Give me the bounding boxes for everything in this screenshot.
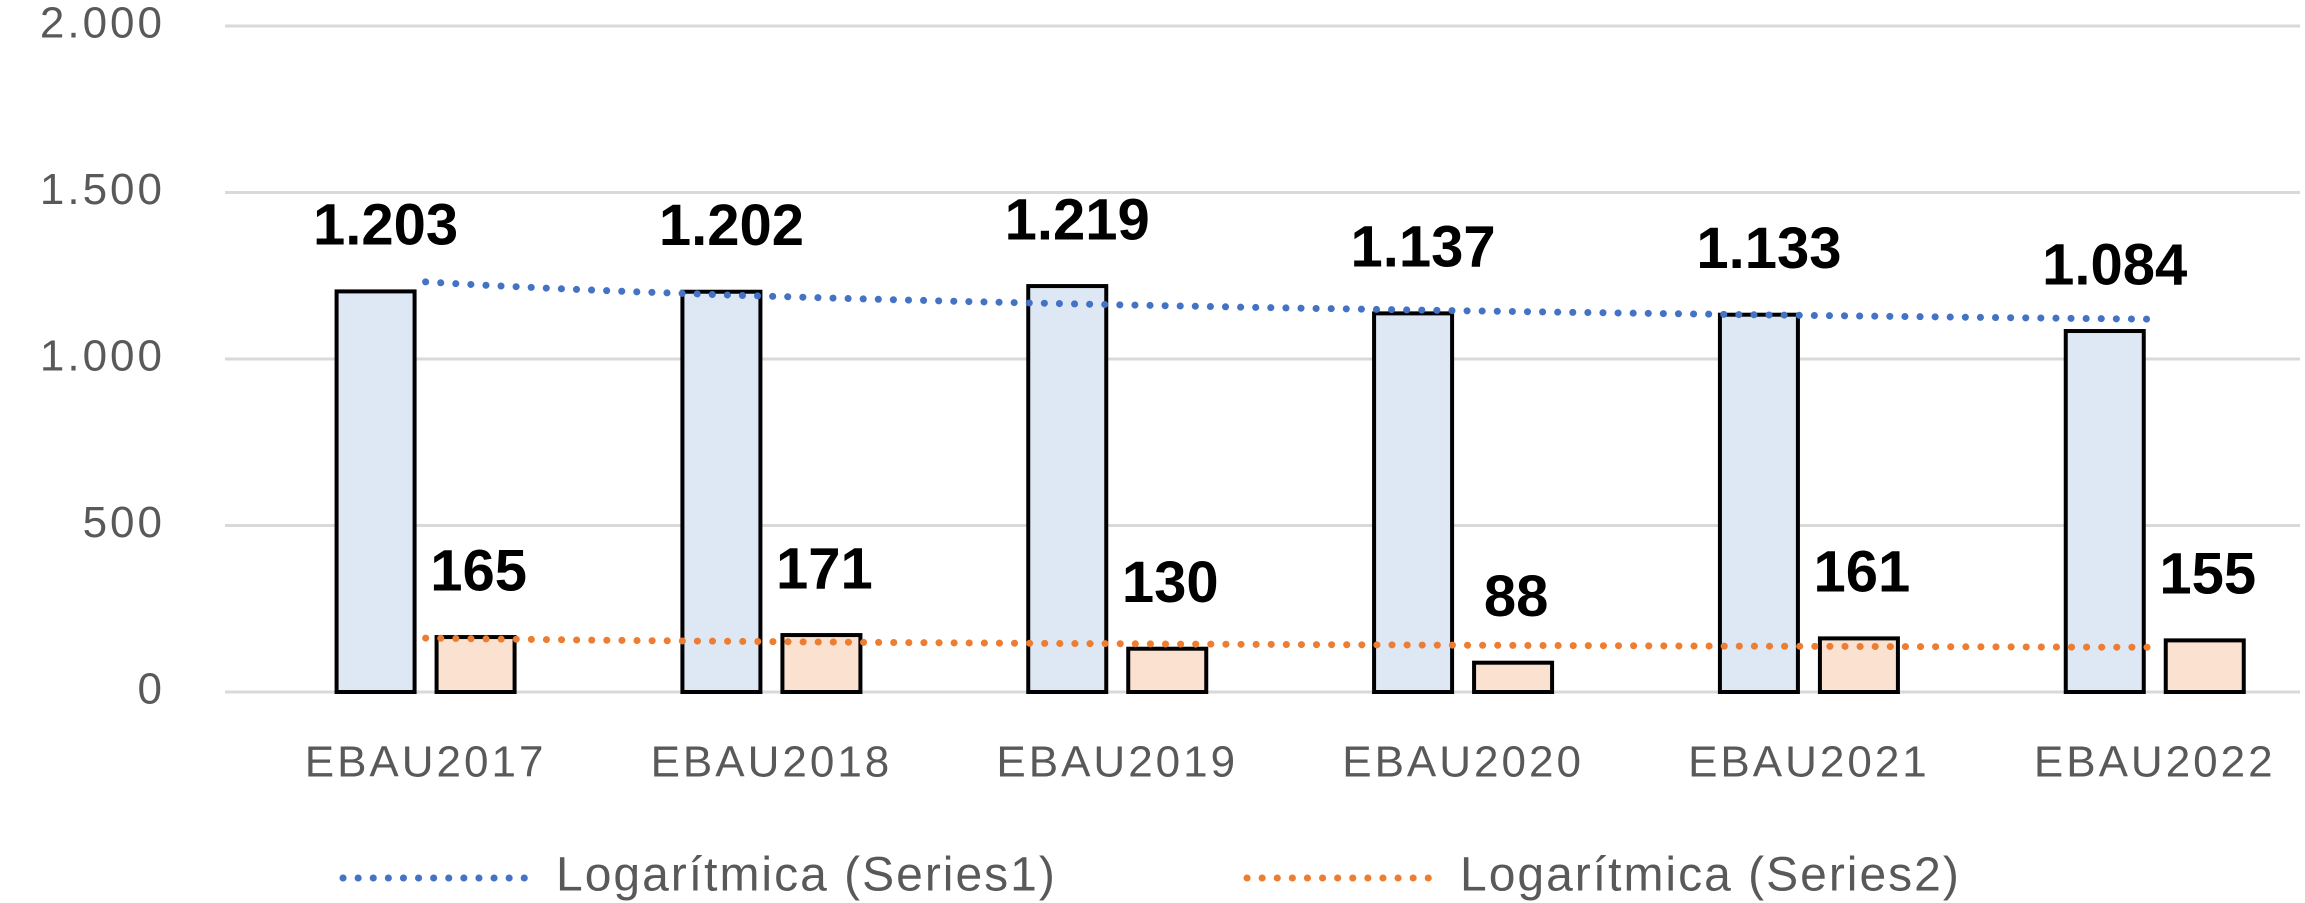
bar [780, 633, 863, 695]
data-label: 165 [430, 538, 527, 603]
bar [1717, 312, 1800, 694]
x-tick-label: EBAU2018 [651, 738, 893, 787]
y-tick-label: 1.500 [40, 165, 165, 214]
y-tick-label: 1.000 [40, 332, 165, 381]
data-label: 1.133 [1696, 216, 1841, 281]
bar [1472, 660, 1555, 694]
bar [680, 289, 763, 694]
y-tick-label: 2.000 [40, 0, 165, 48]
data-label: 161 [1814, 540, 1911, 605]
data-label: 1.084 [2042, 232, 2187, 297]
x-tick-label: EBAU2021 [1688, 738, 1930, 787]
data-label: 1.137 [1351, 215, 1496, 280]
data-label: 171 [776, 536, 873, 601]
data-label: 1.203 [313, 193, 458, 258]
y-tick-label: 500 [83, 498, 165, 547]
bar [2063, 329, 2146, 694]
data-label: 155 [2159, 542, 2256, 607]
bar [1372, 311, 1455, 694]
trendline [422, 634, 2159, 651]
x-tick-label: EBAU2017 [305, 738, 547, 787]
x-tick-label: EBAU2019 [996, 738, 1238, 787]
bar [334, 289, 417, 694]
data-label: 88 [1484, 564, 1549, 629]
bar [1126, 646, 1209, 695]
data-label: 1.202 [659, 193, 804, 258]
bar [1817, 636, 1900, 695]
y-tick-label: 0 [138, 665, 165, 714]
data-label: 1.219 [1005, 187, 1150, 252]
bar [1026, 284, 1109, 694]
bar [2163, 638, 2246, 695]
legend-label: Logarítmica (Series1) [556, 849, 1057, 902]
x-tick-label: EBAU2020 [1342, 738, 1584, 787]
data-label: 130 [1122, 550, 1219, 615]
legend-label: Logarítmica (Series2) [1460, 849, 1961, 902]
trendline [422, 278, 2159, 323]
x-tick-label: EBAU2022 [2034, 738, 2276, 787]
bar [434, 635, 517, 694]
